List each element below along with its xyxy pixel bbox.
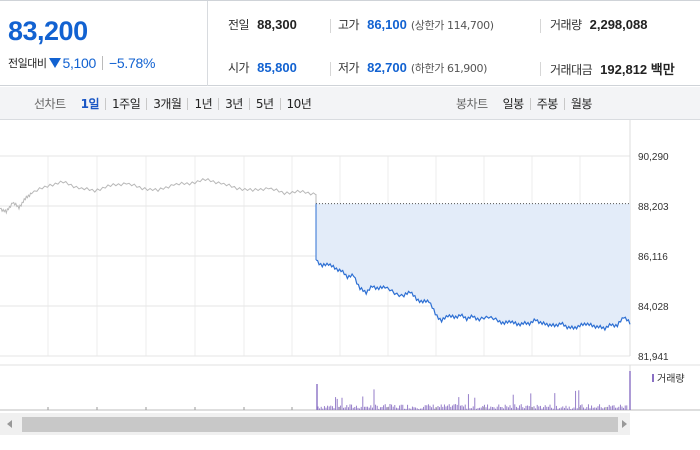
stat-value: 88,300 — [257, 17, 297, 32]
stat-sub: (하한가 61,900) — [410, 62, 488, 75]
tab-1d[interactable]: 1일 — [80, 97, 100, 111]
drop-fill — [316, 203, 630, 330]
stat-label: 시가 — [228, 61, 250, 75]
y-tick-label: 84,028 — [638, 302, 669, 313]
volume-legend-swatch — [652, 374, 654, 382]
stat-high: 고가 86,100 (상한가 114,700) — [338, 16, 494, 34]
price-chart: 90,290 88,203 86,116 84,028 81,941 거래량 — [0, 120, 700, 450]
volume-bars: 거래량 — [0, 364, 700, 411]
change-percent: −5.78% — [109, 55, 156, 71]
divider — [187, 97, 189, 110]
y-tick-label: 86,116 — [638, 252, 668, 263]
price-chart-svg: 90,290 88,203 86,116 84,028 81,941 거래량 — [0, 120, 700, 435]
stat-value: 2,298,088 — [589, 17, 648, 32]
change-label: 전일대비 — [8, 57, 47, 70]
tab-weekly-candle[interactable]: 주봉 — [536, 97, 559, 111]
volume-legend-label: 거래량 — [657, 373, 685, 385]
divider — [218, 97, 220, 110]
stat-label: 전일 — [228, 18, 250, 32]
chart-scrollbar — [0, 413, 630, 435]
scroll-right-icon[interactable] — [622, 420, 627, 428]
stat-label: 고가 — [338, 18, 360, 32]
stock-summary: 83,200 전일대비 5,100 −5.78% 전일 88,300 고가 86… — [0, 0, 700, 86]
divider — [540, 62, 541, 76]
divider — [105, 97, 107, 110]
tab-5y[interactable]: 5년 — [255, 97, 274, 111]
divider — [146, 97, 148, 110]
line-chart-title: 선차트 — [34, 97, 66, 111]
stat-trade-amount: 거래대금 192,812 백만 — [550, 59, 675, 77]
change-row: 전일대비 5,100 −5.78% — [8, 54, 155, 72]
stat-value: 192,812 백만 — [600, 62, 675, 77]
chart-tab-bar: 선차트 1일 1주일 3개월 1년 3년 5년 10년 봉차트 일봉 주봉 월봉 — [0, 87, 700, 120]
scroll-left-icon[interactable] — [7, 420, 12, 428]
stat-volume: 거래량 2,298,088 — [550, 16, 647, 34]
down-arrow-icon — [49, 58, 62, 68]
current-price: 83,200 — [8, 16, 88, 46]
tab-3y[interactable]: 3년 — [225, 97, 243, 111]
tab-1y[interactable]: 1년 — [194, 97, 213, 111]
drop-fill-area — [316, 203, 630, 330]
candle-chart-tabs: 봉차트 일봉 주봉 월봉 — [456, 87, 598, 120]
divider — [529, 97, 531, 110]
change-value: 5,100 — [62, 55, 97, 71]
divider — [330, 19, 331, 33]
stat-prev-close: 전일 88,300 — [228, 16, 297, 34]
y-tick-label: 88,203 — [638, 202, 669, 213]
y-tick-label: 90,290 — [638, 152, 669, 163]
stat-label: 거래량 — [550, 18, 582, 32]
price-box: 83,200 전일대비 5,100 −5.78% — [0, 1, 208, 86]
chart-lines — [0, 178, 631, 332]
stat-label: 거래대금 — [550, 63, 593, 77]
stat-value: 82,700 — [367, 60, 407, 75]
tab-3m[interactable]: 3개월 — [153, 97, 182, 111]
divider — [248, 97, 250, 110]
divider — [540, 19, 541, 33]
y-tick-label: 81,941 — [638, 352, 669, 363]
stat-low: 저가 82,700 (하한가 61,900) — [338, 59, 487, 77]
stat-value: 85,800 — [257, 60, 297, 75]
tab-monthly-candle[interactable]: 월봉 — [570, 97, 593, 111]
divider — [279, 97, 281, 110]
stat-open: 시가 85,800 — [228, 59, 297, 77]
divider — [102, 56, 104, 70]
stat-label: 저가 — [338, 61, 360, 75]
today-line — [315, 259, 631, 332]
divider — [563, 97, 565, 110]
prev-day-line — [0, 178, 317, 215]
line-chart-tabs: 선차트 1일 1주일 3개월 1년 3년 5년 10년 — [34, 87, 317, 120]
divider — [330, 62, 331, 76]
candle-chart-title: 봉차트 — [456, 97, 488, 111]
tab-daily-candle[interactable]: 일봉 — [502, 97, 525, 111]
tab-10y[interactable]: 10년 — [286, 97, 312, 111]
stat-value: 86,100 — [367, 17, 407, 32]
tab-1w[interactable]: 1주일 — [112, 97, 141, 111]
scrollbar-thumb[interactable] — [22, 417, 618, 432]
y-axis-labels: 90,290 88,203 86,116 84,028 81,941 — [638, 152, 669, 363]
stat-sub: (상한가 114,700) — [410, 19, 494, 32]
